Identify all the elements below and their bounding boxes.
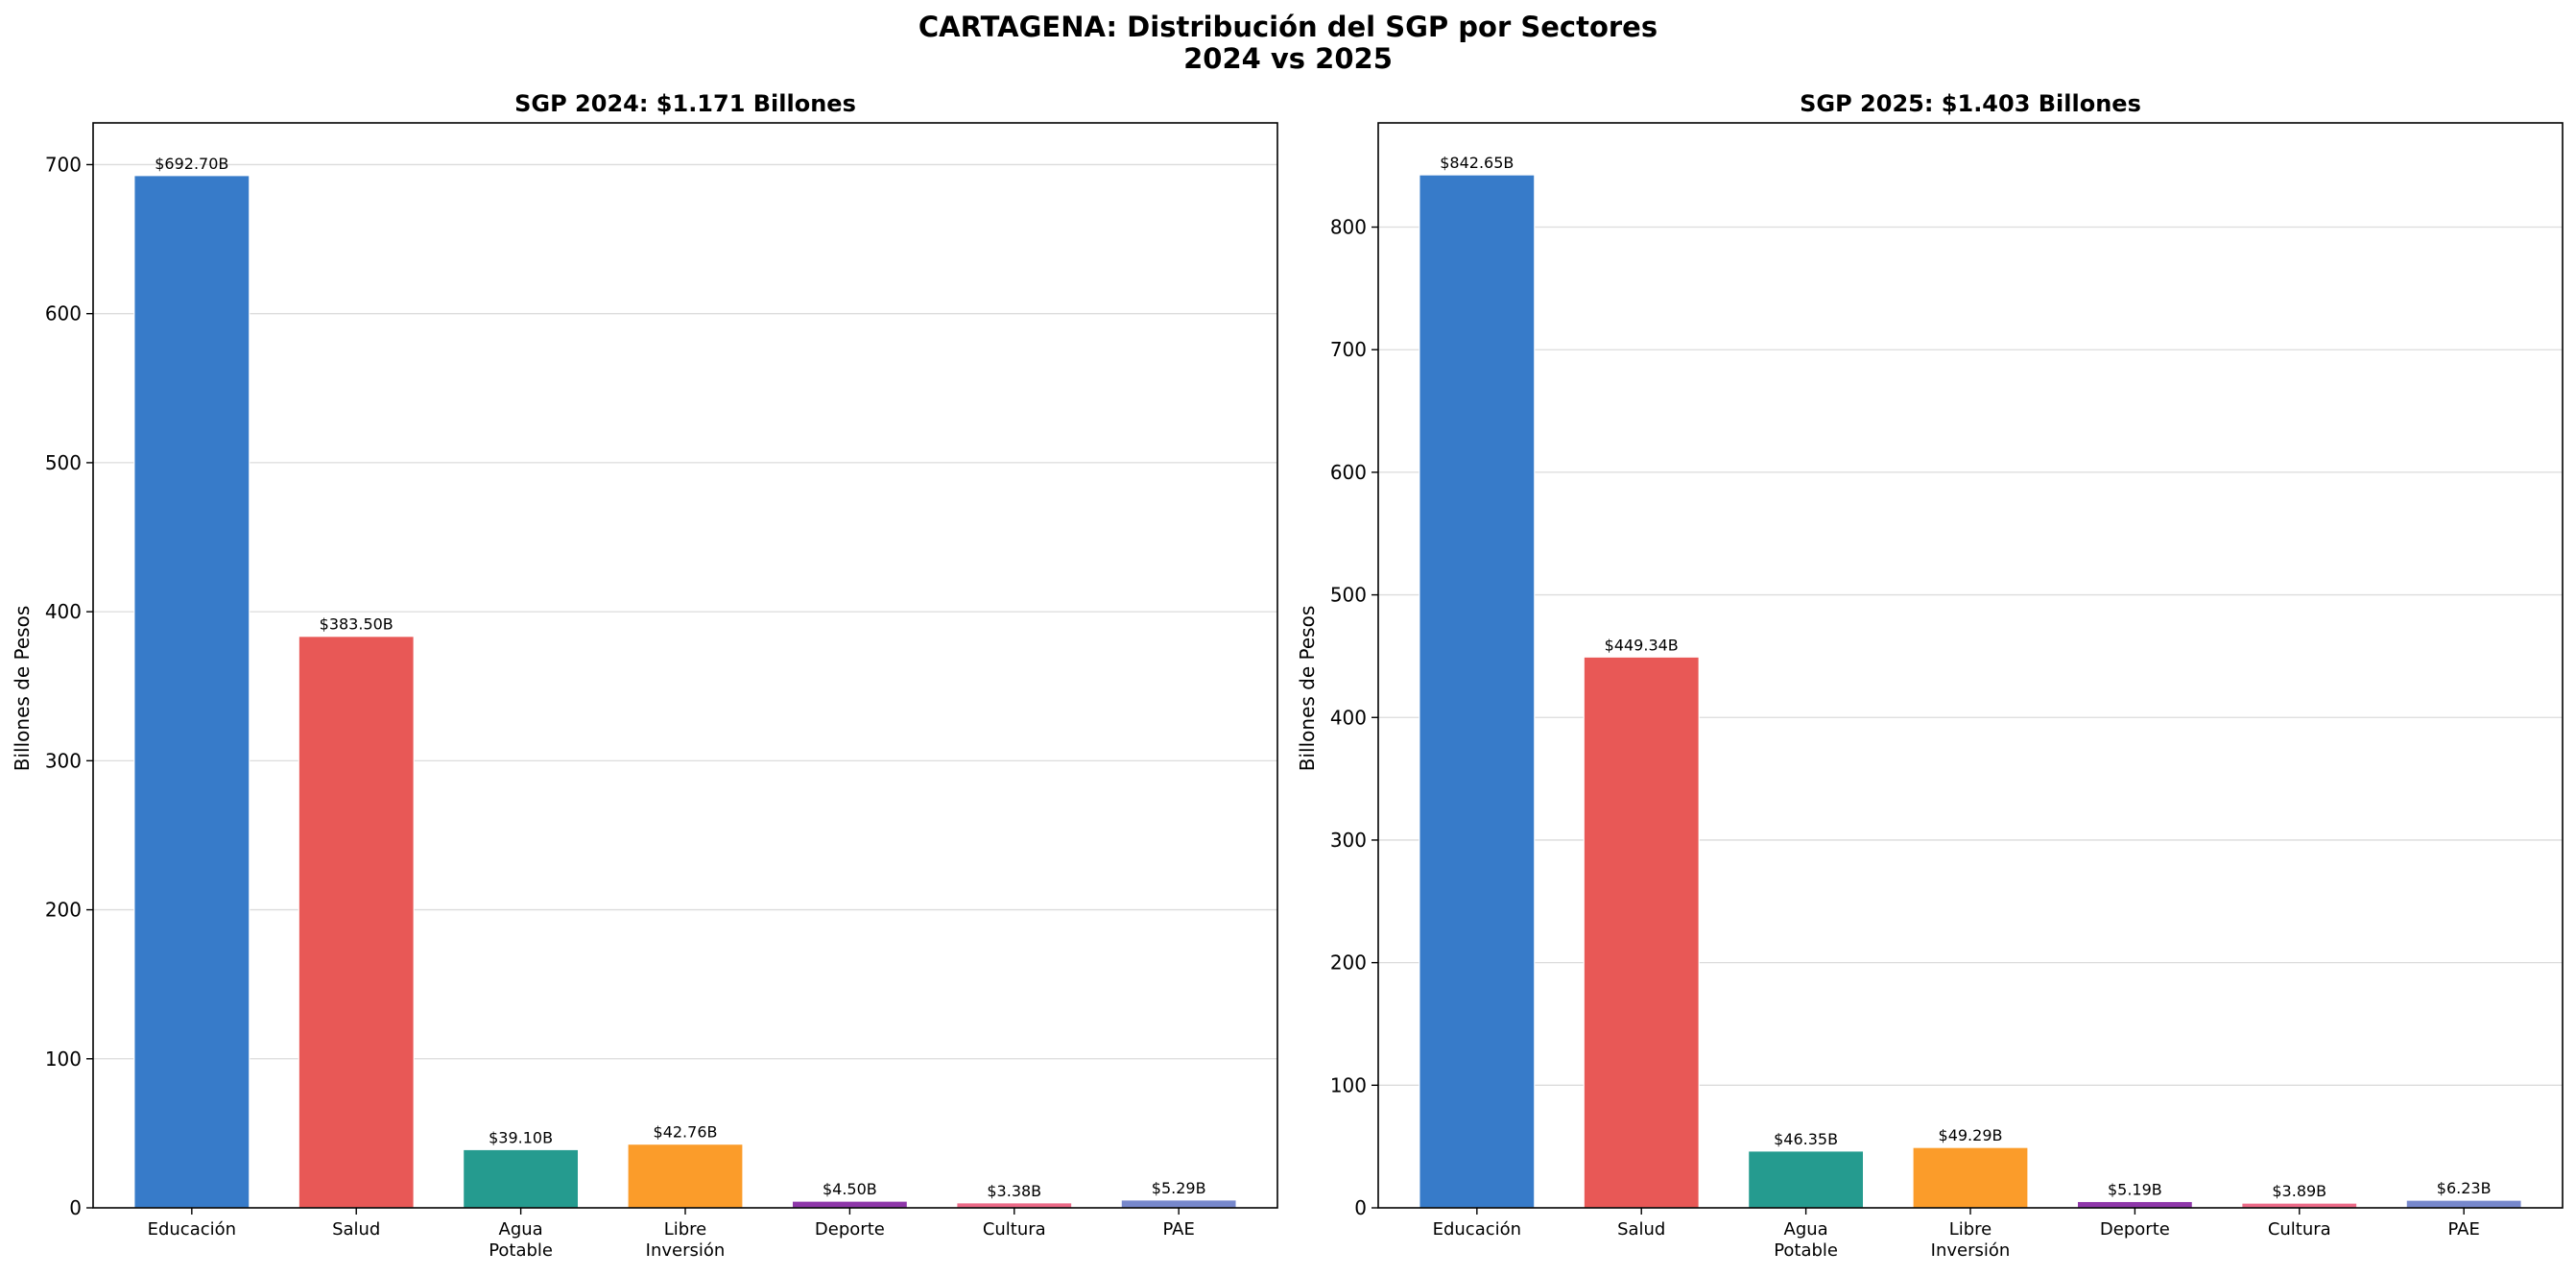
y-tick-label: 700 xyxy=(45,153,82,176)
data-label: $5.29B xyxy=(1152,1179,1206,1197)
y-tick-label: 300 xyxy=(1330,829,1367,852)
data-label: $842.65B xyxy=(1440,154,1514,172)
x-tick-label: Libre Inversión xyxy=(646,1219,726,1261)
chart-title: SGP 2024: $1.171 Billones xyxy=(514,90,856,117)
y-tick-label: 100 xyxy=(45,1047,82,1071)
bar xyxy=(1912,1146,2029,1209)
x-tick-label: Agua Potable xyxy=(489,1219,553,1261)
data-label: $692.70B xyxy=(155,155,228,173)
data-label: $46.35B xyxy=(1774,1130,1838,1148)
data-label: $49.29B xyxy=(1939,1126,2003,1144)
y-tick-label: 200 xyxy=(1330,951,1367,975)
bar xyxy=(627,1144,744,1209)
bar xyxy=(2076,1200,2193,1209)
x-tick-label: PAE xyxy=(2447,1219,2479,1240)
data-label: $5.19B xyxy=(2108,1180,2162,1198)
y-axis-label: Billones de Pesos xyxy=(1296,606,1319,771)
bar xyxy=(1748,1150,1865,1209)
x-tick-label: Cultura xyxy=(2268,1219,2331,1240)
x-tick-label: Libre Inversión xyxy=(1931,1219,2011,1261)
bar xyxy=(791,1200,908,1209)
chart-title: SGP 2025: $1.403 Billones xyxy=(1800,90,2141,117)
y-tick-label: 600 xyxy=(45,302,82,325)
x-tick-label: Salud xyxy=(1617,1219,1665,1240)
x-tick-label: Salud xyxy=(332,1219,380,1240)
data-label: $3.38B xyxy=(987,1182,1041,1200)
bar xyxy=(1583,656,1700,1209)
chart-panel-2025: SGP 2025: $1.403 Billones Billones de Pe… xyxy=(1296,90,2564,1261)
y-tick-label: 800 xyxy=(1330,216,1367,239)
data-label: $449.34B xyxy=(1605,636,1679,654)
bar xyxy=(2405,1199,2522,1209)
x-tick-label: Deporte xyxy=(815,1219,885,1240)
y-tick-label: 600 xyxy=(1330,461,1367,484)
y-tick-label: 300 xyxy=(45,749,82,772)
x-tick-label: PAE xyxy=(1162,1219,1194,1240)
data-label: $4.50B xyxy=(823,1180,877,1198)
y-tick-label: 500 xyxy=(1330,584,1367,607)
bar xyxy=(463,1148,580,1209)
y-tick-label: 400 xyxy=(45,600,82,623)
bar xyxy=(298,636,415,1209)
y-tick-label: 0 xyxy=(1354,1196,1367,1219)
bar xyxy=(1120,1199,1237,1209)
x-tick-label: Deporte xyxy=(2100,1219,2170,1240)
bar xyxy=(133,175,250,1209)
data-label: $6.23B xyxy=(2437,1179,2492,1197)
x-tick-label: Educación xyxy=(148,1219,236,1240)
figure-title-line2: 2024 vs 2025 xyxy=(1183,42,1393,75)
y-tick-label: 700 xyxy=(1330,338,1367,361)
bar xyxy=(1419,174,1536,1209)
y-tick-label: 0 xyxy=(69,1196,82,1219)
y-tick-label: 400 xyxy=(1330,706,1367,729)
data-label: $39.10B xyxy=(489,1128,553,1146)
y-tick-label: 500 xyxy=(45,451,82,474)
chart-panel-2024: SGP 2024: $1.171 Billones Billones de Pe… xyxy=(11,90,1278,1261)
figure-title-line1: CARTAGENA: Distribución del SGP por Sect… xyxy=(918,11,1658,43)
data-label: $3.89B xyxy=(2272,1182,2326,1200)
y-tick-label: 200 xyxy=(45,899,82,922)
data-label: $42.76B xyxy=(654,1123,718,1142)
y-tick-label: 100 xyxy=(1330,1073,1367,1096)
data-label: $383.50B xyxy=(320,615,394,634)
y-axis-label: Billones de Pesos xyxy=(11,606,34,771)
x-tick-label: Educación xyxy=(1433,1219,1521,1240)
x-tick-label: Agua Potable xyxy=(1774,1219,1838,1261)
x-tick-label: Cultura xyxy=(983,1219,1046,1240)
